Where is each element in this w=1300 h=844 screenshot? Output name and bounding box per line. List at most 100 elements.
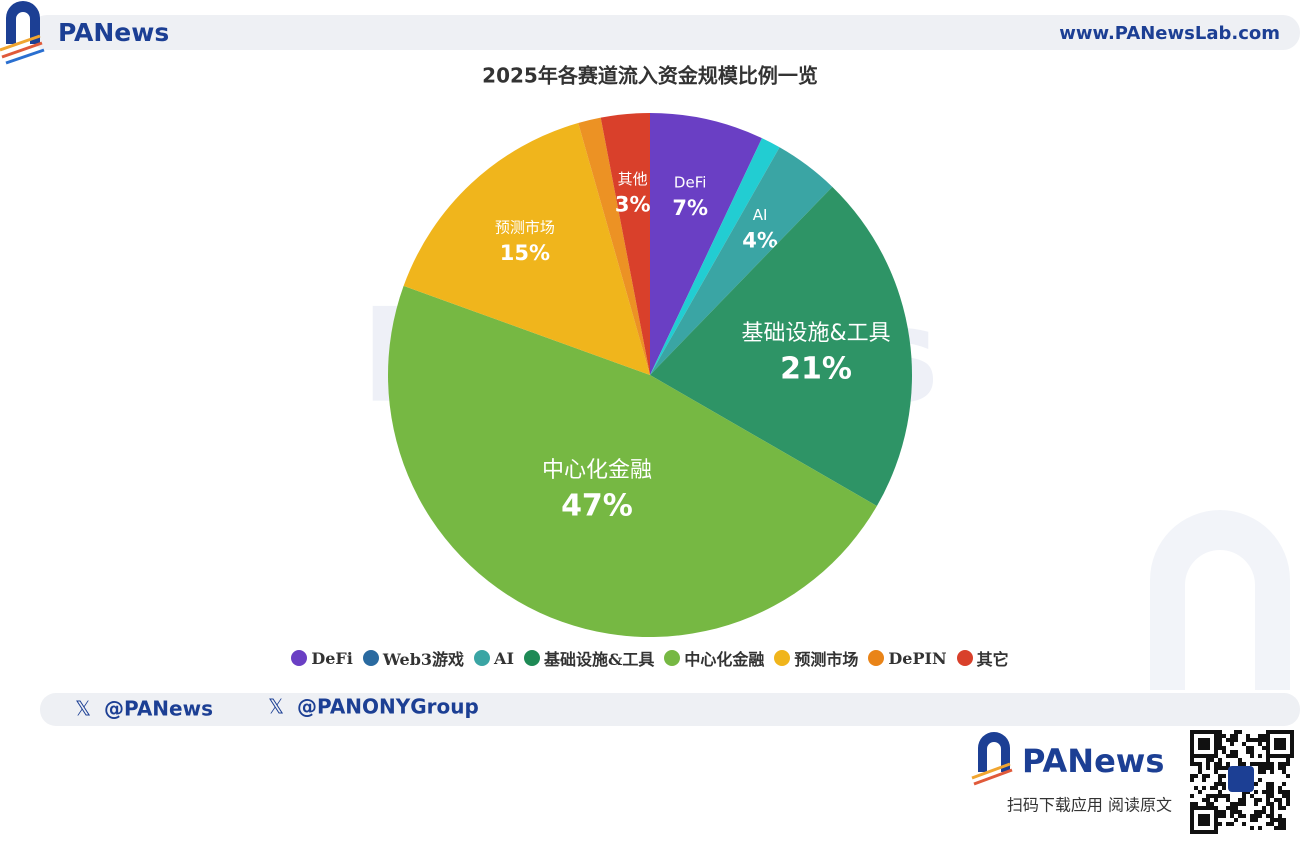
qr-cell [1266, 790, 1270, 794]
qr-cell [1282, 822, 1286, 826]
qr-cell [1242, 822, 1246, 826]
qr-cell [1258, 778, 1262, 782]
qr-cell [1230, 806, 1234, 810]
qr-cell [1286, 802, 1290, 806]
qr-cell [1258, 738, 1262, 742]
qr-cell [1270, 762, 1274, 766]
qr-cell [1222, 774, 1226, 778]
qr-cell [1242, 742, 1246, 746]
qr-cell [1222, 766, 1226, 770]
qr-cell [1282, 766, 1286, 770]
qr-cell [1262, 770, 1266, 774]
qr-cell [1230, 734, 1234, 738]
qr-cell [1210, 794, 1214, 798]
qr-cell [1250, 750, 1254, 754]
qr-cell [1206, 794, 1210, 798]
qr-cell [1238, 814, 1242, 818]
qr-cell [1202, 786, 1206, 790]
legend-swatch [774, 650, 791, 666]
qr-cell [1194, 762, 1198, 766]
qr-cell [1218, 738, 1222, 742]
qr-cell [1274, 818, 1278, 822]
qr-cell [1266, 786, 1270, 790]
qr-cell [1278, 762, 1282, 766]
qr-cell [1218, 758, 1222, 762]
qr-cell [1254, 762, 1258, 766]
qr-cell [1202, 774, 1206, 778]
qr-cell [1226, 738, 1230, 742]
qr-cell [1206, 766, 1210, 770]
qr-cell [1190, 778, 1194, 782]
qr-cell [1270, 766, 1274, 770]
cta: 扫码下载应用 阅读原文 [1007, 796, 1172, 815]
qr-cell [1238, 762, 1242, 766]
qr-cell [1214, 786, 1218, 790]
qr-cell [1218, 778, 1222, 782]
qr-logo [1228, 766, 1254, 792]
footer-bar [40, 693, 1300, 726]
qr-cell [1286, 762, 1290, 766]
qr-cell [1190, 774, 1194, 778]
qr-cell [1222, 734, 1226, 738]
qr-cell [1198, 790, 1202, 794]
slice [650, 186, 912, 506]
qr-cell [1226, 754, 1230, 758]
qr-cell [1190, 762, 1194, 766]
qr-cell [1218, 810, 1222, 814]
qr-finder [1198, 738, 1210, 750]
qr-cell [1246, 734, 1250, 738]
qr-cell [1206, 774, 1210, 778]
qr-cell [1234, 806, 1238, 810]
qr-cell [1278, 814, 1282, 818]
qr-cell [1278, 798, 1282, 802]
chart-title: 2025年各赛道流入资金规模比例一览 [482, 64, 818, 88]
qr-cell [1234, 818, 1238, 822]
qr-cell [1218, 822, 1222, 826]
qr-cell [1226, 762, 1230, 766]
qr-cell [1190, 802, 1194, 806]
legend-item: 中心化金融 [664, 646, 764, 670]
logo-icon [0, 1, 45, 65]
qr-cell [1250, 826, 1254, 830]
qr-cell [1266, 758, 1270, 762]
qr-cell [1254, 818, 1258, 822]
legend-item: 预测市场 [774, 646, 858, 670]
qr-cell [1250, 738, 1254, 742]
legend-label: Web3游戏 [382, 650, 465, 669]
qr-cell [1230, 754, 1234, 758]
qr-cell [1266, 766, 1270, 770]
footer-brand: PANews [1022, 742, 1164, 780]
qr-cell [1218, 766, 1222, 770]
handle: @PANONYGroup [297, 695, 479, 719]
qr-cell [1282, 806, 1286, 810]
slice [600, 113, 650, 375]
qr-cell [1258, 734, 1262, 738]
legend-label: 预测市场 [794, 650, 859, 669]
header-bar [30, 15, 1300, 50]
qr-cell [1222, 746, 1226, 750]
qr-cell [1278, 790, 1282, 794]
qr-cell [1278, 802, 1282, 806]
qr-cell [1238, 730, 1242, 734]
legend-item: 其它 [956, 646, 1009, 670]
qr-cell [1258, 754, 1262, 758]
qr-cell [1246, 746, 1250, 750]
qr-cell [1262, 790, 1266, 794]
qr-cell [1250, 814, 1254, 818]
qr-cell [1226, 798, 1230, 802]
qr-cell [1230, 814, 1234, 818]
qr-cell [1282, 762, 1286, 766]
qr-cell [1226, 822, 1230, 826]
qr-cell [1230, 822, 1234, 826]
footer-logo-icon [971, 732, 1013, 786]
qr-cell [1222, 810, 1226, 814]
qr-cell [1238, 798, 1242, 802]
pie: DeFi 7% AI 4% 基础设施&工具 21% 中心化金融 47% 预测市场 15% 其他 3% [387, 113, 912, 638]
qr-cell [1286, 798, 1290, 802]
qr-cell [1214, 770, 1218, 774]
legend-swatch [868, 650, 885, 666]
qr-cell [1214, 762, 1218, 766]
qr-cell [1230, 738, 1234, 742]
qr-cell [1270, 810, 1274, 814]
